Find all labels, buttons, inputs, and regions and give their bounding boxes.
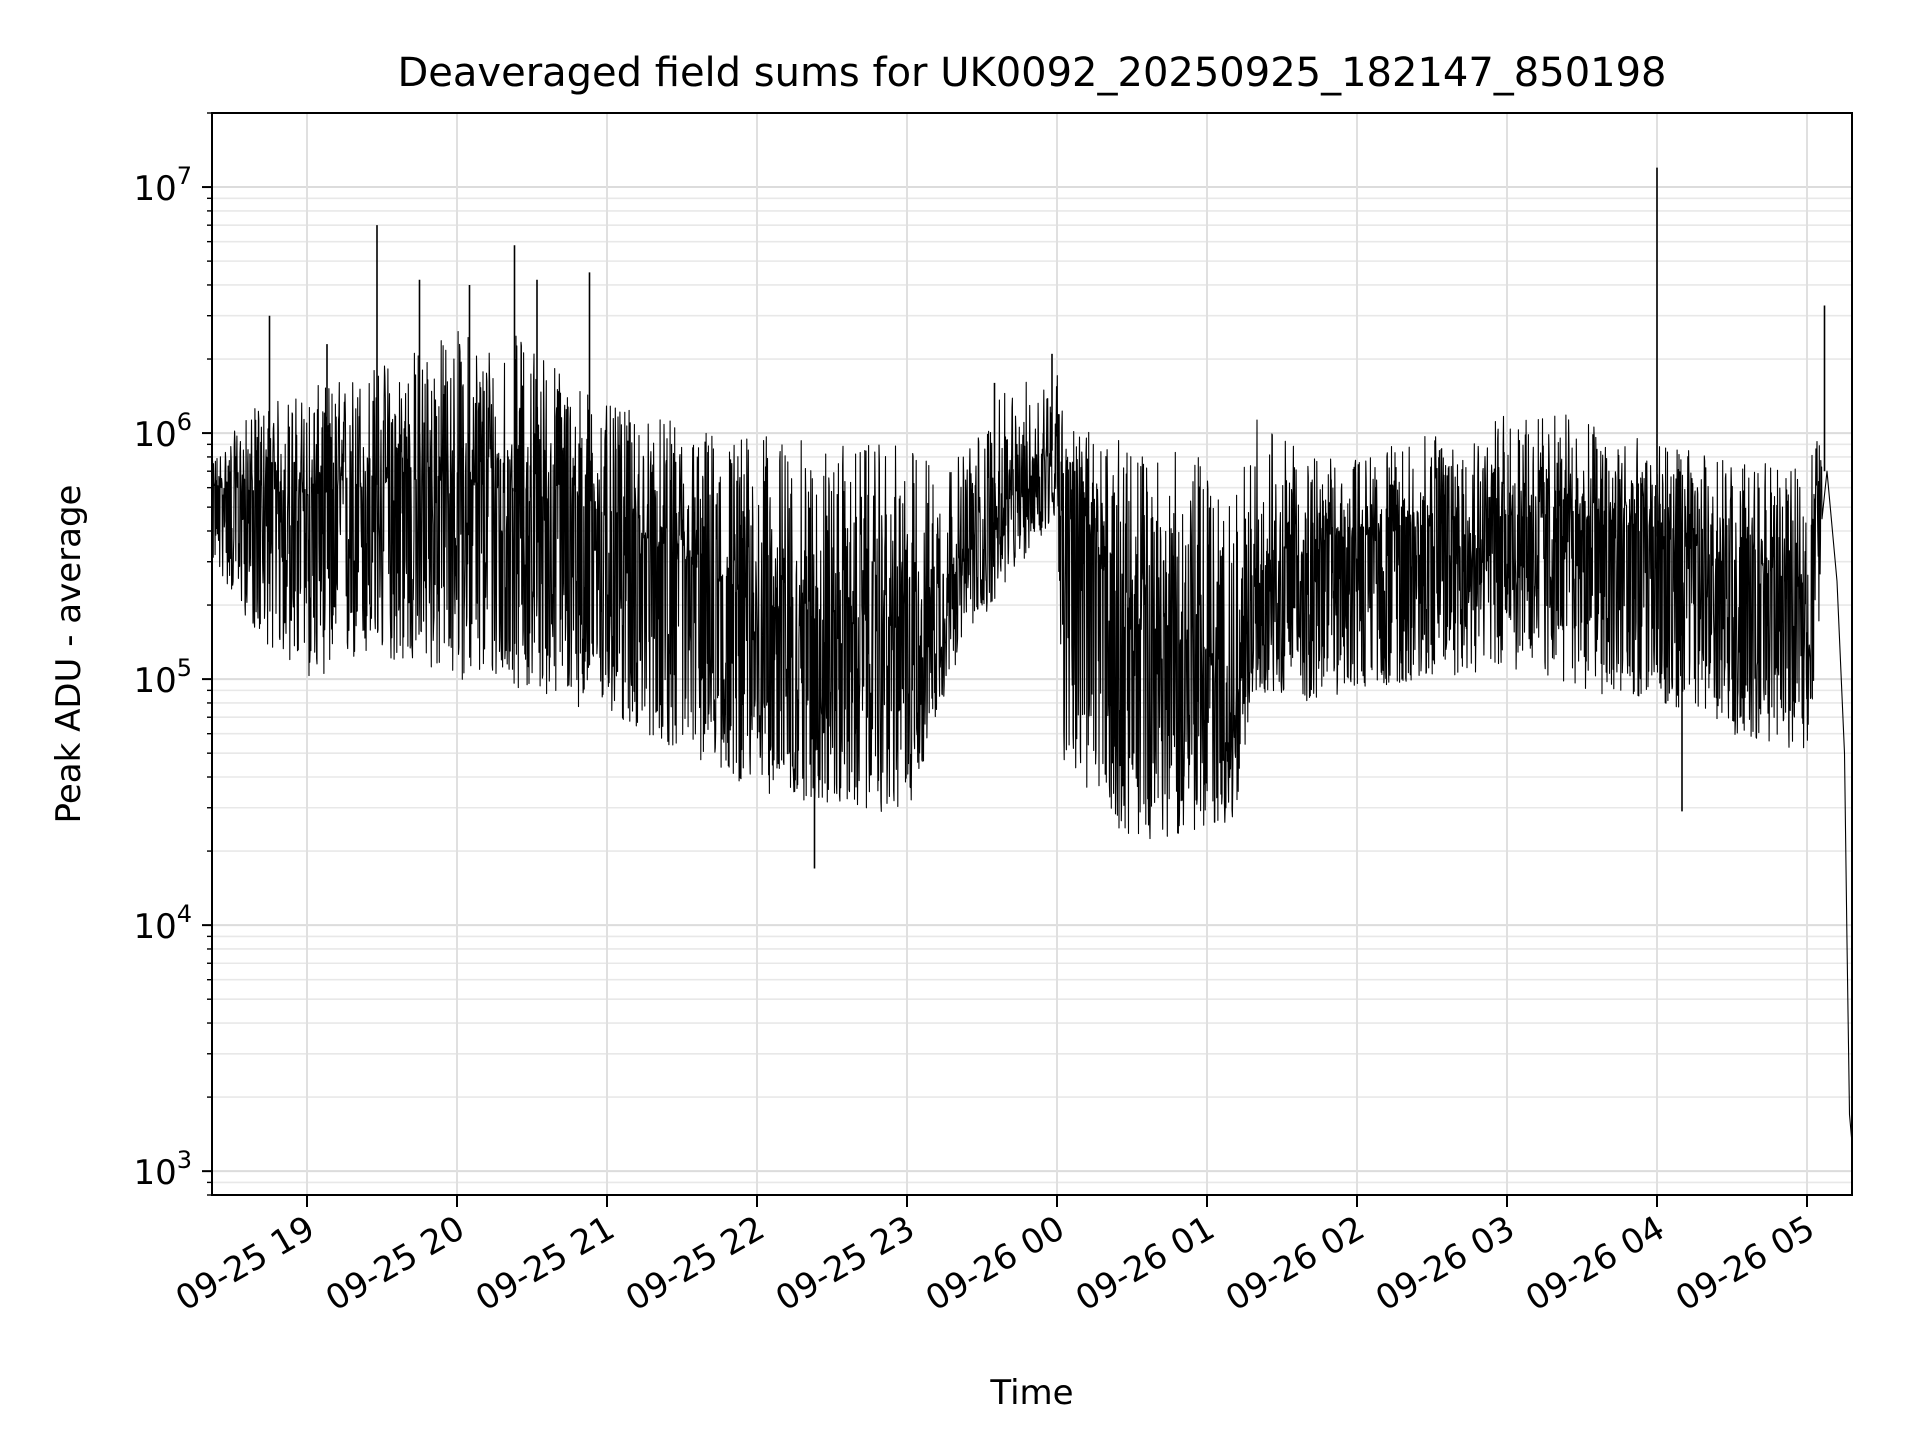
y-axis: 103 104 105 106 107 bbox=[133, 112, 212, 1196]
chart-title: Deaveraged field sums for UK0092_2025092… bbox=[397, 50, 1666, 96]
series-path bbox=[211, 330, 1853, 1144]
x-axis-label: Time bbox=[989, 1373, 1073, 1413]
y-axis-label: Peak ADU - average bbox=[49, 485, 89, 824]
plot-frame bbox=[211, 112, 1853, 1196]
y-tick-label: 105 bbox=[133, 654, 192, 701]
y-tick-label: 107 bbox=[133, 162, 192, 209]
y-tick-label: 106 bbox=[133, 408, 192, 455]
y-tick-label: 103 bbox=[133, 1146, 192, 1193]
grid bbox=[212, 112, 1852, 1196]
y-tick-label: 104 bbox=[133, 900, 192, 947]
series-line bbox=[211, 167, 1853, 1144]
